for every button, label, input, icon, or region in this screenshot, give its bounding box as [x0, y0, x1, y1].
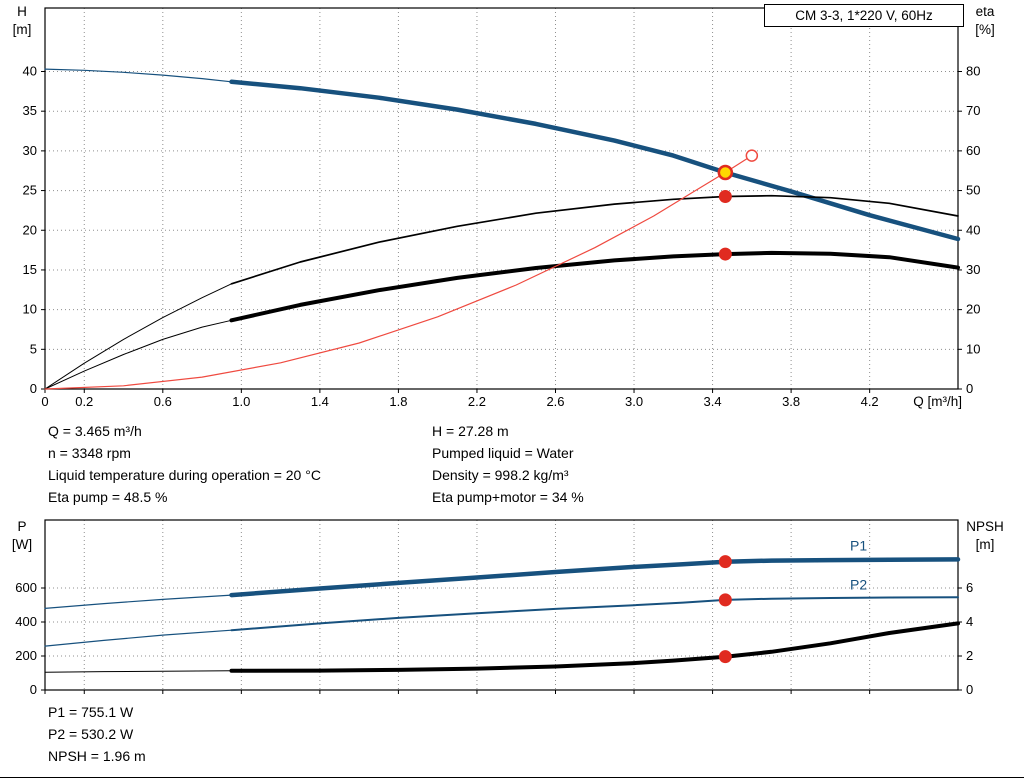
svg-text:6: 6	[966, 580, 973, 595]
left-axis-title: H	[17, 4, 27, 19]
gridlines	[45, 520, 958, 690]
svg-text:0: 0	[30, 682, 37, 697]
axis-titles: P [W] NPSH [m]	[12, 519, 1004, 552]
svg-text:3.8: 3.8	[782, 394, 800, 409]
eta-pump-text: Eta pump = 48.5 %	[48, 489, 168, 505]
svg-text:70: 70	[966, 103, 980, 118]
p2-duty-point	[718, 593, 732, 607]
head-capacity-chart: 0 0.2 0.6 1.0 1.4 1.8 2.2 2.6 3.0 3.4 3.8 4.2 0 5 10 15…	[13, 4, 995, 410]
svg-text:600: 600	[15, 580, 37, 595]
series-eta-pump-motor-lead	[44, 319, 232, 390]
density-text: Density = 998.2 kg/m³	[432, 467, 569, 483]
series-npsh-curve	[229, 621, 960, 673]
x-axis-title: Q [m³/h]	[913, 394, 962, 409]
svg-text:60: 60	[966, 143, 980, 158]
svg-text:0.6: 0.6	[154, 394, 172, 409]
right-axis-title: eta	[976, 4, 995, 19]
svg-text:35: 35	[23, 103, 37, 118]
npsh-text: NPSH = 1.96 m	[48, 748, 146, 764]
svg-text:10: 10	[23, 302, 37, 317]
series-eta-pump-curve	[230, 194, 959, 285]
axis-titles: H [m] eta [%] Q [m³/h]	[13, 4, 995, 409]
series-system-curve	[44, 155, 753, 390]
p2-curve-label: P2	[850, 577, 867, 593]
duty-info-right-column: H = 27.28 m Pumped liquid = Water Densit…	[432, 420, 584, 508]
svg-text:10: 10	[966, 341, 980, 356]
footer-divider	[0, 777, 1024, 778]
svg-text:1.4: 1.4	[311, 394, 329, 409]
duty-info-left-column: Q = 3.465 m³/h n = 3348 rpm Liquid tempe…	[48, 420, 321, 508]
tick-labels: 0 0.2 0.6 1.0 1.4 1.8 2.2 2.6 3.0 3.4 3.8 4.2 0 5 10 15…	[23, 64, 981, 410]
series-npsh-lead	[44, 670, 232, 673]
svg-text:2.2: 2.2	[468, 394, 486, 409]
svg-text:1.0: 1.0	[232, 394, 250, 409]
p1-power-text: P1 = 755.1 W	[48, 704, 134, 720]
duty-flow-text: Q = 3.465 m³/h	[48, 423, 142, 439]
svg-text:0: 0	[966, 381, 973, 396]
svg-text:3.0: 3.0	[625, 394, 643, 409]
svg-text:40: 40	[23, 64, 37, 79]
svg-text:30: 30	[966, 262, 980, 277]
svg-text:15: 15	[23, 262, 37, 277]
series-h-q-curve-lead	[44, 68, 233, 83]
svg-text:200: 200	[15, 648, 37, 663]
plot-frame	[44, 519, 959, 691]
svg-text:20: 20	[966, 302, 980, 317]
svg-text:0: 0	[30, 381, 37, 396]
svg-text:80: 80	[966, 64, 980, 79]
eta-pump-motor-text: Eta pump+motor = 34 %	[432, 489, 584, 505]
svg-text:4: 4	[966, 614, 973, 629]
left-axis-unit: [W]	[12, 537, 32, 552]
tick-marks	[41, 587, 962, 694]
p1-duty-point	[718, 555, 732, 569]
liquid-temperature-text: Liquid temperature during operation = 20…	[48, 467, 321, 483]
series-p1-curve	[229, 557, 961, 598]
eta-pump-duty-point	[718, 190, 732, 204]
svg-text:0.2: 0.2	[75, 394, 93, 409]
svg-text:30: 30	[23, 143, 37, 158]
series-p2-lead	[44, 629, 233, 647]
pump-model-label: CM 3-3, 1*220 V, 60Hz	[764, 4, 964, 27]
series-eta-pump-lead	[44, 283, 232, 390]
series-p2-curve	[230, 596, 959, 632]
npsh-duty-point	[718, 650, 732, 664]
duty-point	[717, 164, 734, 181]
svg-text:40: 40	[966, 222, 980, 237]
right-axis-unit: [%]	[975, 22, 995, 37]
duty-point-extrapolated	[745, 149, 759, 162]
svg-text:50: 50	[966, 183, 980, 198]
pumped-liquid-text: Pumped liquid = Water	[432, 445, 574, 461]
svg-text:2: 2	[966, 648, 973, 663]
duty-head-text: H = 27.28 m	[432, 423, 509, 439]
p1-curve-label: P1	[850, 538, 867, 554]
speed-text: n = 3348 rpm	[48, 445, 131, 461]
svg-text:2.6: 2.6	[546, 394, 564, 409]
left-axis-title: P	[17, 519, 26, 534]
svg-text:20: 20	[23, 222, 37, 237]
svg-text:0: 0	[966, 682, 973, 697]
series-h-q-curve	[229, 79, 961, 242]
right-axis-unit: [m]	[976, 537, 995, 552]
svg-text:1.8: 1.8	[389, 394, 407, 409]
power-info-block: P1 = 755.1 W P2 = 530.2 W NPSH = 1.96 m	[48, 701, 146, 767]
tick-labels: 0 200 400 600 0 2 4 6	[15, 580, 973, 697]
svg-text:25: 25	[23, 183, 37, 198]
power-npsh-chart: 0 200 400 600 0 2 4 6 P [W] NPSH [m] P1 P2	[12, 519, 1004, 697]
svg-text:3.4: 3.4	[704, 394, 722, 409]
right-axis-title: NPSH	[966, 519, 1004, 534]
gridlines	[45, 8, 958, 389]
svg-text:0: 0	[41, 394, 48, 409]
left-axis-unit: [m]	[13, 22, 32, 37]
plot-frame	[44, 7, 959, 390]
svg-text:400: 400	[15, 614, 37, 629]
series-eta-pump-motor-curve	[229, 250, 960, 323]
eta-pump-motor-duty-point	[718, 247, 732, 261]
p2-power-text: P2 = 530.2 W	[48, 726, 134, 742]
svg-text:4.2: 4.2	[861, 394, 879, 409]
svg-text:5: 5	[30, 341, 37, 356]
tick-marks	[41, 71, 962, 393]
series-p1-lead	[44, 594, 233, 610]
